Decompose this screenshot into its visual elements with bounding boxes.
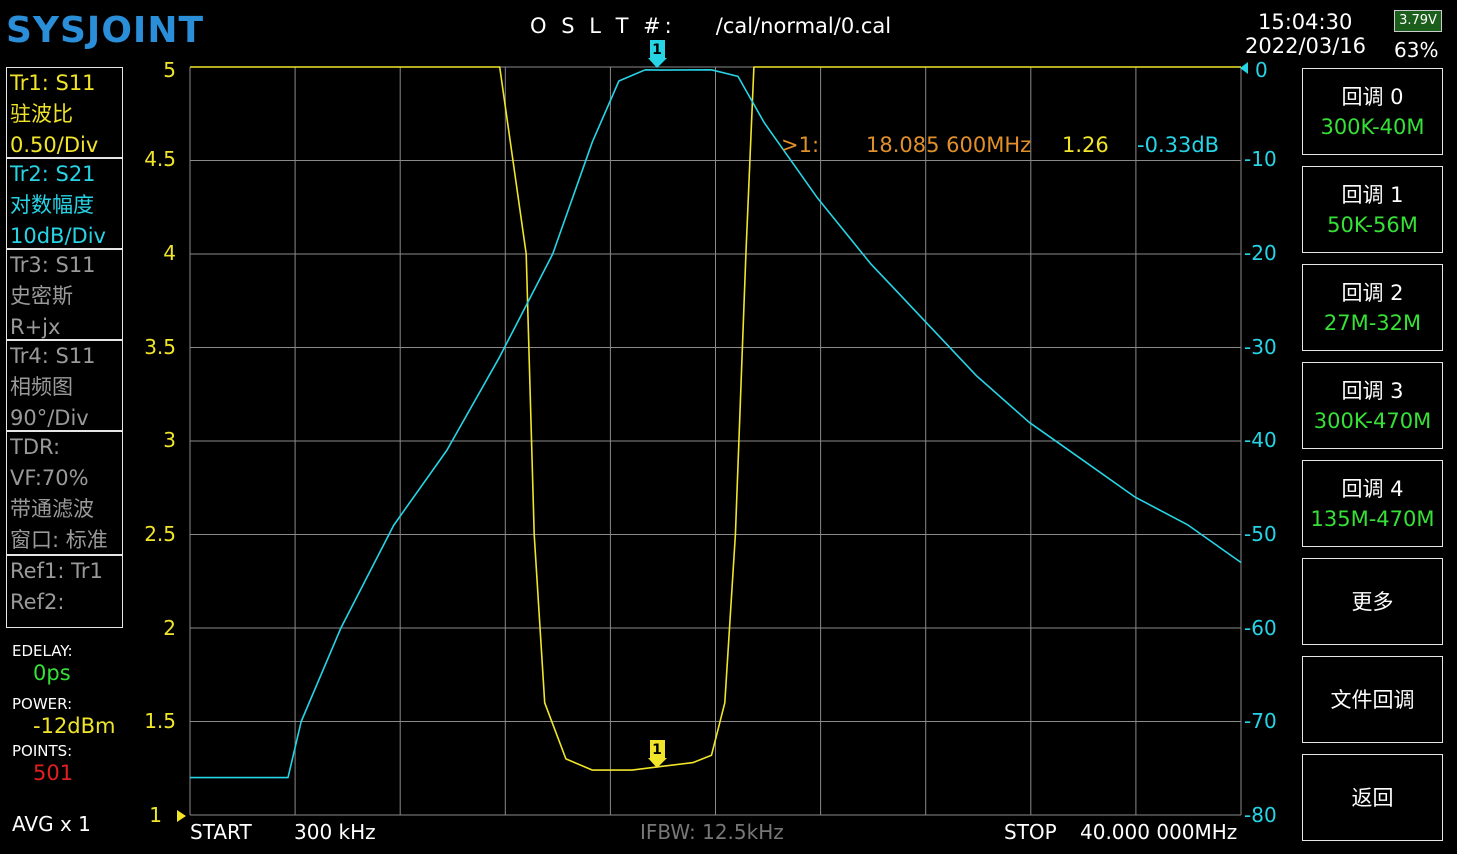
left-tick: 1.5 [144,709,176,733]
tdr-label: TDR: [10,435,61,459]
svg-text:1: 1 [652,42,662,58]
recall-2-button[interactable]: 回调 2 27M-32M [1302,264,1443,351]
right-tick: -40 [1244,428,1277,452]
marker-1-tr2-icon: 1 [648,40,667,68]
left-tick: 1 [149,803,162,827]
ref-box[interactable]: Ref1: Tr1 Ref2: [6,555,123,628]
edelay-value: 0ps [33,661,71,685]
button-title: 返回 [1351,785,1394,810]
button-range: 135M-470M [1310,506,1435,531]
brand-logo: SYSJOINT [6,10,205,51]
marker-label: >1: [781,133,820,157]
tdr-box[interactable]: TDR: VF:70% 带通滤波 窗口: 标准 [6,431,123,555]
ref-1: Ref1: Tr1 [10,559,103,583]
trace-3-scale: R+jx [10,315,61,339]
stop-label: STOP [1004,820,1057,844]
tdr-vf: VF:70% [10,466,89,490]
button-title: 文件回调 [1330,687,1415,712]
clock-time: 15:04:30 [1258,10,1353,34]
start-frequency[interactable]: 300 kHz [294,820,376,844]
power-value: -12dBm [33,714,116,738]
stop-frequency[interactable]: 40.000 000MHz [1080,820,1238,844]
trace-1-format: 驻波比 [10,102,73,126]
tr2-s21-trace [190,69,1242,779]
marker-db-value: -0.33dB [1137,133,1220,157]
tdr-window: 窗口: 标准 [10,528,108,552]
button-title: 回调 2 [1341,280,1404,305]
trace-3-id: Tr3: S11 [10,253,96,277]
button-title: 回调 4 [1341,476,1404,501]
edelay-label: EDELAY: [12,642,73,660]
button-range: 300K-470M [1313,408,1432,433]
right-tick: -50 [1244,522,1277,546]
tr1-swr-trace [190,66,1241,771]
ifbw-readout: IFBW: 12.5kHz [640,820,784,844]
button-title: 回调 1 [1341,182,1404,207]
calibration-info: O S L T #: /cal/normal/0.cal [530,14,891,38]
avg-count: AVG x 1 [12,812,91,836]
recall-4-button[interactable]: 回调 4 135M-470M [1302,460,1443,547]
battery-percent: 63% [1394,38,1439,62]
trace-4-scale: 90°/Div [10,406,89,430]
right-tick: -30 [1244,335,1277,359]
left-tick: 3.5 [144,335,176,359]
points-value: 501 [33,761,74,785]
file-recall-button[interactable]: 文件回调 [1302,656,1443,743]
recall-3-button[interactable]: 回调 3 300K-470M [1302,362,1443,449]
trace-3-box[interactable]: Tr3: S11 史密斯 R+jx [6,249,123,340]
trace-1-box[interactable]: Tr1: S11 驻波比 0.50/Div [6,67,123,158]
power-label: POWER: [12,695,73,713]
cal-label: O S L T #: [530,14,676,38]
recall-1-button[interactable]: 回调 1 50K-56M [1302,166,1443,253]
trace-2-box[interactable]: Tr2: S21 对数幅度 10dB/Div [6,158,123,249]
trace-4-id: Tr4: S11 [10,344,96,368]
tdr-filter: 带通滤波 [10,497,94,521]
trace-4-box[interactable]: Tr4: S11 相频图 90°/Div [6,340,123,431]
cal-file: /cal/normal/0.cal [715,14,892,38]
left-tick: 5 [163,58,176,82]
clock-date: 2022/03/16 [1245,34,1367,58]
right-tick: -10 [1244,147,1277,171]
trace-2-scale: 10dB/Div [10,224,106,248]
ref-2: Ref2: [10,590,65,614]
marker-1-tr1-icon: 1 [648,740,667,768]
right-tick: 0 [1255,58,1268,82]
more-button[interactable]: 更多 [1302,558,1443,645]
svg-text:1: 1 [652,742,662,758]
button-title: 回调 3 [1341,378,1404,403]
start-label: START [190,820,252,844]
left-tick: 4 [163,241,176,265]
points-label: POINTS: [12,742,73,760]
trace-4-format: 相频图 [10,375,73,399]
button-title: 更多 [1351,589,1394,614]
trace-1-scale: 0.50/Div [10,133,99,157]
right-tick: -20 [1244,241,1277,265]
button-range: 300K-40M [1320,114,1425,139]
marker-swr-value: 1.26 [1062,133,1109,157]
right-tick: -70 [1244,709,1277,733]
right-tick: -60 [1244,616,1277,640]
battery-icon: 3.79V [1394,10,1442,32]
right-tick: -80 [1244,803,1277,827]
button-range: 27M-32M [1323,310,1422,335]
back-button[interactable]: 返回 [1302,754,1443,841]
button-range: 50K-56M [1327,212,1418,237]
trace-2-id: Tr2: S21 [10,162,96,186]
marker-frequency: 18.085 600MHz [866,133,1032,157]
trace-1-id: Tr1: S11 [10,71,96,95]
button-title: 回调 0 [1341,84,1404,109]
left-tick: 2.5 [144,522,176,546]
recall-0-button[interactable]: 回调 0 300K-40M [1302,68,1443,155]
trace-2-format: 对数幅度 [10,193,94,217]
tr1-reference-marker [177,810,186,822]
left-tick: 2 [163,616,176,640]
plot-grid [189,66,1242,816]
tr2-reference-marker [1240,62,1248,74]
left-tick: 3 [163,428,176,452]
left-tick: 4.5 [144,147,176,171]
plot-traces [190,66,1242,779]
trace-3-format: 史密斯 [10,284,73,308]
